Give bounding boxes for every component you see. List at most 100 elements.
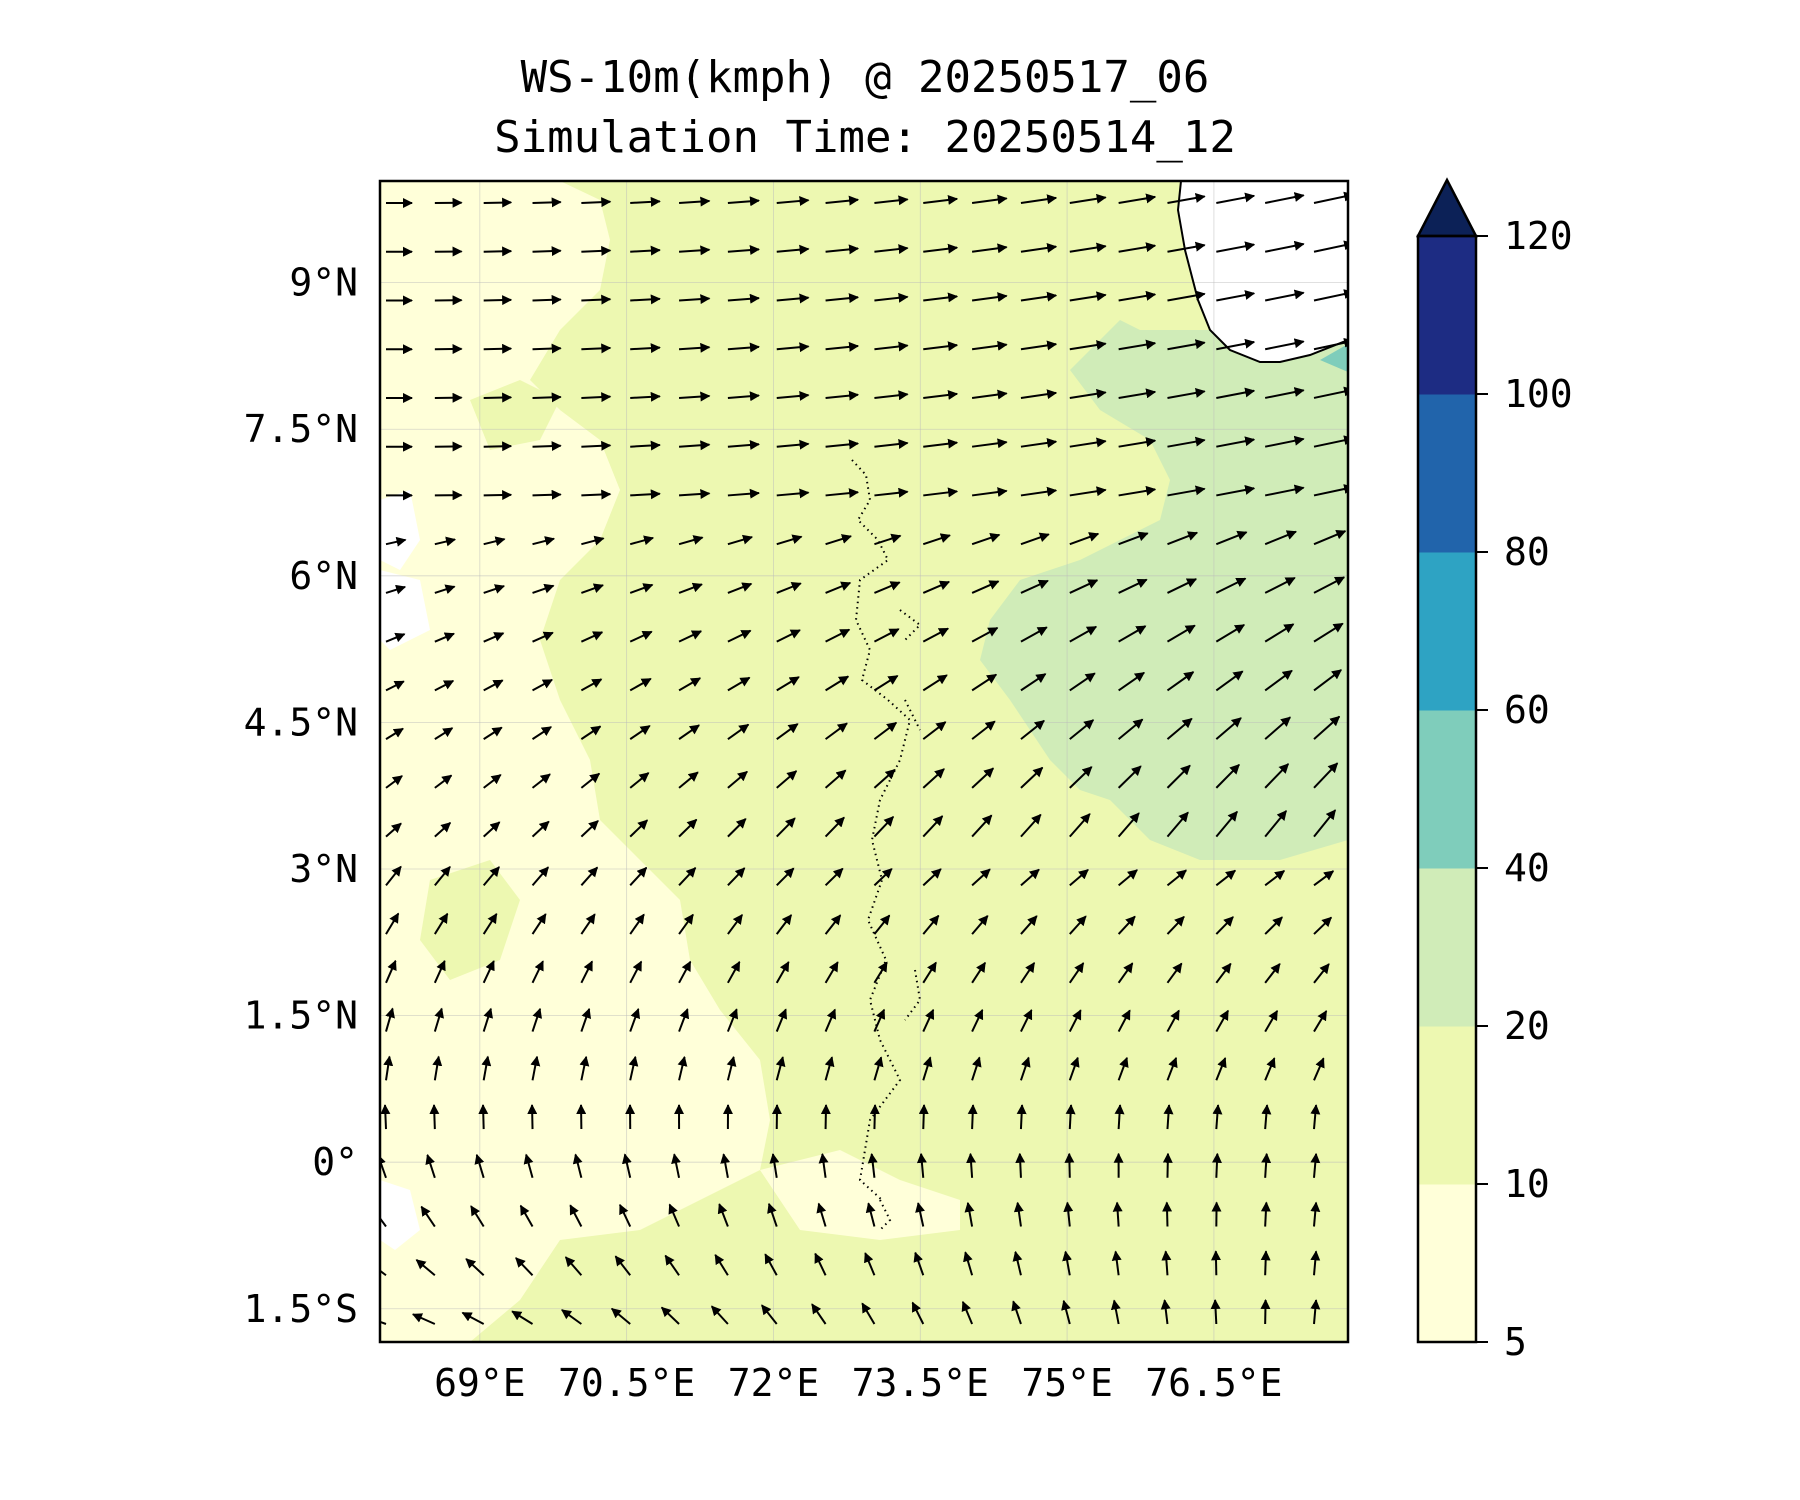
wind-vector: [1117, 1056, 1129, 1081]
wind-vector: [482, 866, 500, 886]
wind-vector: [1117, 915, 1136, 935]
wind-vector: [1118, 388, 1157, 399]
wind-vector: [630, 391, 661, 402]
wind-vector: [1261, 1152, 1272, 1178]
wind-vector: [1062, 1250, 1073, 1276]
wind-vector: [483, 679, 504, 692]
wind-vector: [580, 725, 602, 740]
wind-vector: [1215, 530, 1248, 546]
wind-vector: [1117, 962, 1134, 984]
colorbar-tick-label: 5: [1504, 1320, 1527, 1364]
wind-vector: [727, 245, 760, 256]
contour-below-5-c: [380, 1180, 420, 1250]
wind-vector: [727, 440, 760, 450]
wind-vector: [1313, 622, 1344, 643]
wind-vector: [1020, 766, 1044, 789]
wind-vector: [1013, 1201, 1024, 1227]
wind-vector: [873, 816, 894, 838]
wind-vector: [411, 1313, 436, 1325]
wind-vector: [776, 342, 810, 353]
wind-vector: [1264, 716, 1291, 740]
wind-vector: [668, 1203, 680, 1227]
lat-tick-label: 1.5°S: [244, 1287, 358, 1331]
wind-vector: [531, 820, 550, 838]
wind-vector: [727, 629, 752, 643]
wind-vector: [1118, 671, 1145, 692]
wind-vector: [1313, 386, 1348, 399]
wind-vector: [677, 1055, 688, 1081]
colorbar-extend-arrow: [1415, 177, 1479, 238]
wind-vector: [776, 582, 802, 594]
wind-vector: [1264, 1057, 1276, 1081]
wind-vector: [922, 815, 944, 838]
wind-vector: [825, 628, 851, 643]
wind-vector: [874, 487, 909, 498]
wind-vector: [776, 439, 810, 450]
wind-vector: [385, 584, 407, 595]
wind-vector: [580, 820, 599, 838]
colorbar-tick-label: 20: [1504, 1004, 1550, 1048]
wind-vector: [581, 583, 604, 594]
wind-vector: [531, 726, 552, 740]
colorbar: 5 10 20 40 60 80 100 120: [1415, 177, 1573, 1364]
wind-vector: [1166, 764, 1191, 789]
wind-vector: [971, 389, 1008, 400]
wind-vector: [434, 774, 453, 789]
wind-vector: [816, 1202, 827, 1227]
wind-vector: [1020, 719, 1045, 740]
wind-vector: [630, 294, 661, 305]
wind-vector: [776, 770, 798, 789]
wind-vector: [824, 816, 845, 838]
wind-vector: [1215, 577, 1247, 594]
wind-vector: [385, 1007, 395, 1032]
colorbar-segment: [1418, 710, 1476, 869]
wind-vector: [385, 865, 402, 886]
wind-vector: [1020, 962, 1036, 984]
wind-vector: [1313, 870, 1335, 887]
wind-vector: [874, 292, 909, 303]
wind-vector: [874, 195, 909, 206]
wind-vector: [1118, 578, 1148, 594]
wind-vector: [1020, 340, 1058, 351]
wind-vector: [434, 679, 455, 692]
wind-vector: [1313, 669, 1342, 692]
wind-vector: [628, 1055, 639, 1081]
wind-vector: [761, 1304, 778, 1325]
wind-vector: [1117, 812, 1140, 838]
wind-vector: [1167, 241, 1206, 253]
wind-vector: [1069, 869, 1089, 887]
wind-vector: [1069, 193, 1107, 204]
wind-vector: [727, 488, 760, 499]
wind-vector: [532, 197, 562, 208]
wind-vector: [971, 580, 1000, 594]
wind-vector: [776, 488, 810, 499]
wind-vector: [1264, 387, 1305, 399]
contour-5-10-south: [760, 1150, 960, 1240]
wind-vector: [1118, 290, 1157, 302]
wind-vector: [1313, 715, 1341, 740]
wind-vector: [432, 1055, 443, 1081]
wind-vector: [764, 1253, 778, 1276]
wind-vector: [1264, 810, 1288, 838]
wind-vector: [1112, 1201, 1123, 1227]
wind-vector: [769, 1153, 780, 1178]
wind-vector: [629, 960, 643, 984]
wind-vector: [532, 392, 562, 403]
wind-vector: [678, 391, 711, 402]
land-india: [1178, 181, 1348, 362]
wind-vector: [874, 390, 909, 401]
wind-vector: [966, 1152, 977, 1178]
wind-vector: [1069, 625, 1098, 643]
wind-vector: [580, 913, 596, 935]
wind-vector: [429, 1104, 440, 1130]
wind-vector: [1313, 576, 1346, 594]
wind-vector: [824, 961, 839, 984]
wind-vector: [874, 581, 901, 594]
wind-vector: [1310, 1299, 1321, 1325]
map-frame: [378, 179, 1350, 1344]
wind-vector: [825, 581, 852, 594]
wind-vector: [561, 1309, 582, 1325]
wind-vector: [1216, 387, 1256, 399]
wind-vector: [580, 866, 599, 887]
